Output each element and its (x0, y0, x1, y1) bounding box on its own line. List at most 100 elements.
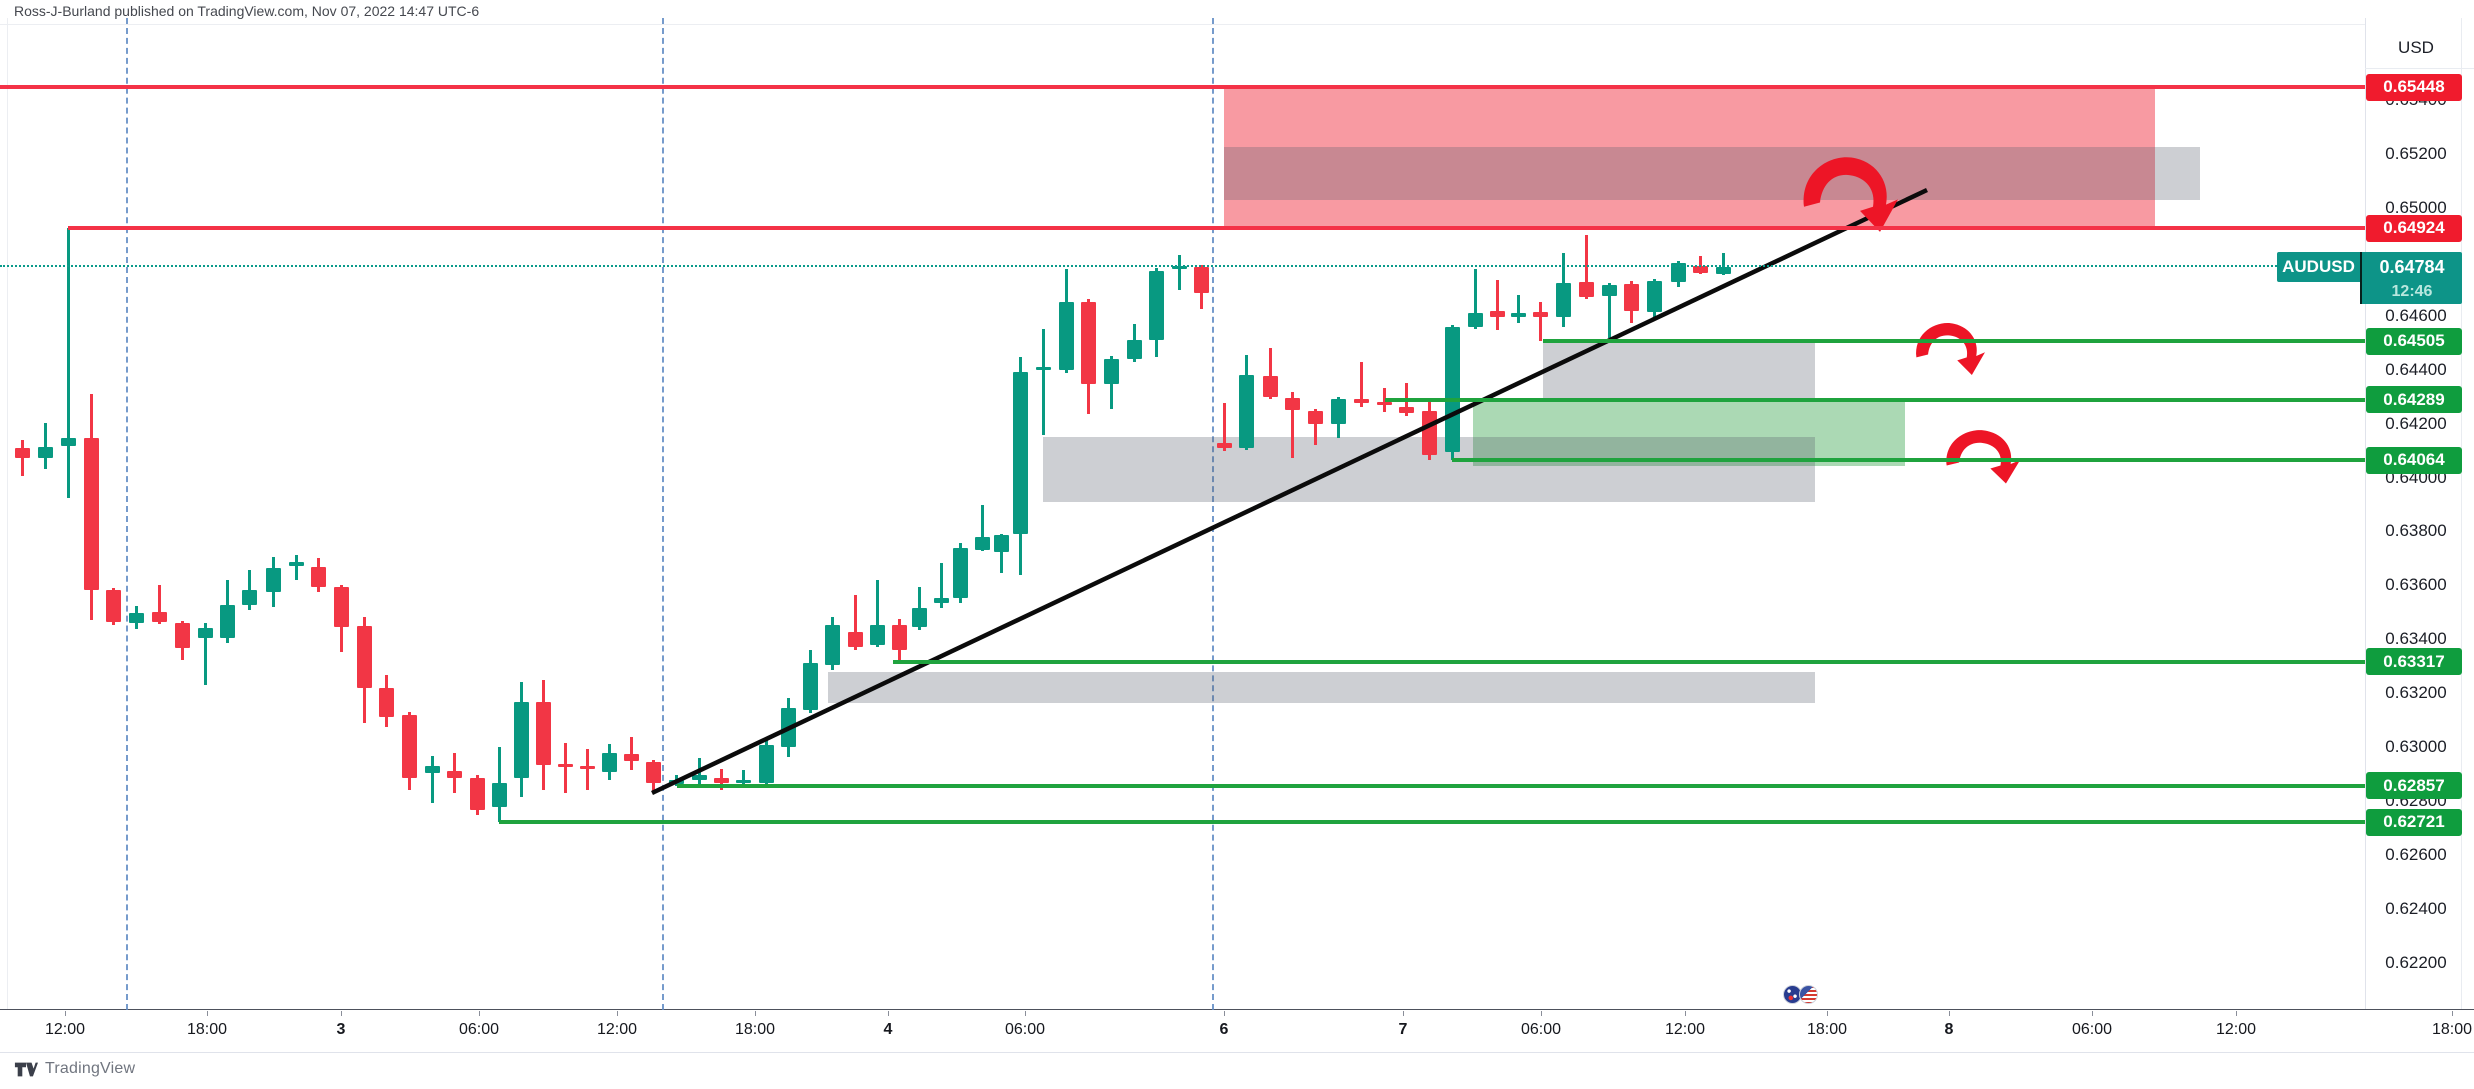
candle-body (265, 568, 281, 593)
candle-body (1489, 310, 1505, 318)
price-level-line-0.63317[interactable] (893, 659, 2365, 664)
candle-body (601, 753, 617, 773)
price-level-label-0.64505[interactable]: 0.64505 (2366, 327, 2462, 355)
tradingview-logo-text: TradingView (45, 1060, 136, 1077)
time-axis[interactable] (0, 1010, 2474, 1052)
candle-body (1646, 281, 1662, 313)
candle-body (1578, 282, 1594, 297)
candle-body (356, 625, 372, 688)
candle-body (623, 754, 639, 762)
time-axis-label: 18:00 (186, 1021, 228, 1038)
time-axis-label: 18:00 (734, 1021, 776, 1038)
price-level-line-0.65448[interactable] (0, 85, 2365, 90)
price-axis-tick: 0.64600 (2385, 305, 2447, 325)
current-price-value: 0.64784 (2379, 257, 2445, 278)
time-axis-tick (1827, 1011, 1828, 1016)
price-level-line-0.64924[interactable] (68, 226, 2365, 231)
candle-body (513, 701, 529, 778)
chart-left-border (7, 18, 8, 1009)
price-level-label-0.62857[interactable]: 0.62857 (2366, 772, 2462, 800)
price-level-line-0.62857[interactable] (677, 783, 2365, 788)
quote-currency-underline (2365, 68, 2474, 69)
candle-body (579, 765, 595, 770)
candle-body (1080, 302, 1096, 384)
candle-body (1555, 282, 1571, 318)
candle-wick (1538, 302, 1542, 342)
candle-body (310, 566, 326, 587)
candle-body (1307, 410, 1323, 425)
candle-body (1421, 410, 1437, 455)
gray-box-top[interactable] (1224, 147, 2200, 200)
time-axis-label: 06:00 (458, 1021, 500, 1038)
gray-box-mid[interactable] (1543, 343, 1815, 400)
time-axis-bottom-border (0, 1052, 2474, 1053)
bar-countdown-time: 12:46 (2391, 283, 2433, 301)
candle-body (1058, 302, 1074, 370)
candle-body (333, 586, 349, 628)
candle-body (911, 607, 927, 628)
currency-pair-flag-icons[interactable] (1783, 985, 1818, 1004)
tradingview-logo-icon (14, 1062, 38, 1076)
tradingview-logo[interactable]: TradingView (14, 1060, 135, 1078)
candle-body (1284, 397, 1300, 411)
time-axis-label: 12:00 (2215, 1021, 2257, 1038)
time-axis-tick (1949, 1011, 1950, 1016)
price-level-label-0.64289[interactable]: 0.64289 (2366, 386, 2462, 414)
price-axis[interactable] (2365, 18, 2474, 1010)
candle-body (1623, 283, 1639, 311)
candle-body (1510, 313, 1526, 318)
price-level-label-0.64924[interactable]: 0.64924 (2366, 214, 2462, 242)
candle-body (535, 701, 551, 766)
price-level-line-0.64505[interactable] (1543, 339, 2365, 344)
time-axis-tick (617, 1011, 618, 1016)
price-level-label-0.65448[interactable]: 0.65448 (2366, 73, 2462, 101)
time-axis-tick (2452, 1011, 2453, 1016)
candle-body (1216, 443, 1232, 449)
current-price-label[interactable]: 0.64784 12:46 (2362, 252, 2462, 305)
time-axis-tick (207, 1011, 208, 1016)
symbol-label[interactable]: AUDUSD (2277, 252, 2360, 283)
price-level-label-0.63317[interactable]: 0.63317 (2366, 648, 2462, 676)
candle-body (1126, 340, 1142, 359)
price-axis-tick: 0.64200 (2385, 413, 2447, 433)
candle-wick (1177, 255, 1181, 290)
time-axis-tick (341, 1011, 342, 1016)
time-axis-label: 18:00 (2431, 1021, 2473, 1038)
candle-body (128, 613, 144, 623)
current-price-line (0, 265, 2365, 268)
price-axis-tick: 0.62200 (2385, 952, 2447, 972)
candle-wick (430, 756, 434, 804)
time-axis-label: 12:00 (596, 1021, 638, 1038)
price-level-line-0.64064[interactable] (1452, 458, 2365, 463)
usd-flag-icon (1799, 985, 1818, 1004)
gray-box-low[interactable] (828, 672, 1815, 703)
candle-body (691, 775, 707, 781)
candle-body (847, 631, 863, 647)
time-axis-label: 4 (883, 1021, 893, 1038)
candle-body (974, 537, 990, 550)
candle-wick (66, 228, 70, 498)
price-level-line-0.62721[interactable] (499, 820, 2365, 825)
price-level-label-0.64064[interactable]: 0.64064 (2366, 446, 2462, 474)
candle-wick (629, 737, 633, 771)
candle-body (1601, 285, 1617, 297)
candle-body (645, 762, 661, 784)
candle-body (933, 597, 949, 604)
time-axis-tick (479, 1011, 480, 1016)
price-axis-tick: 0.63000 (2385, 737, 2447, 756)
time-axis-tick (1541, 1011, 1542, 1016)
candle-body (1398, 406, 1414, 414)
price-axis-tick: 0.65200 (2385, 144, 2447, 164)
candle-body (1103, 358, 1119, 384)
price-level-label-0.62721[interactable]: 0.62721 (2366, 808, 2462, 836)
price-level-line-0.64289[interactable] (1385, 397, 2365, 402)
candle-body (83, 437, 99, 590)
candle-body (14, 447, 30, 459)
time-axis-label: 06:00 (2071, 1021, 2113, 1038)
candle-body (824, 625, 840, 666)
candle-body (557, 763, 573, 767)
time-axis-tick (2092, 1011, 2093, 1016)
candle-body (151, 611, 167, 622)
price-axis-tick: 0.62600 (2385, 844, 2447, 864)
candle-body (37, 447, 53, 459)
